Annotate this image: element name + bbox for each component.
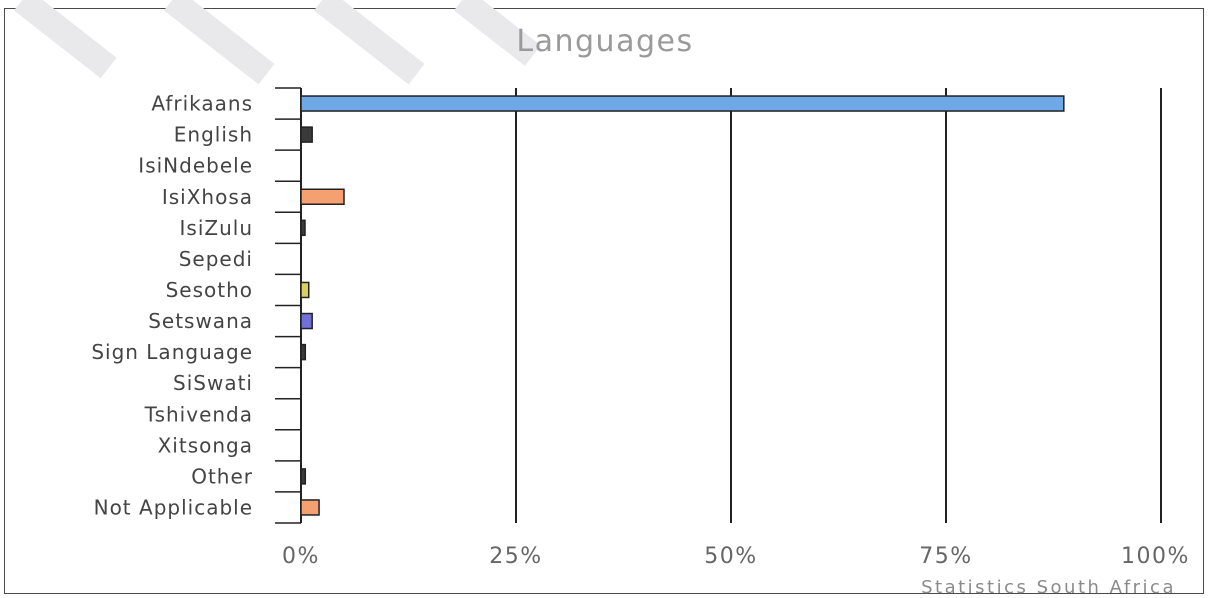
bar	[300, 312, 313, 330]
x-tick-label: 0%	[282, 544, 320, 569]
source-note: Statistics South Africa	[921, 577, 1176, 598]
category-label: Other	[191, 464, 253, 488]
category-label: Xitsonga	[158, 433, 253, 457]
category-label: Not Applicable	[94, 495, 253, 519]
category-label: Tshivenda	[144, 402, 253, 426]
bar	[300, 499, 320, 516]
category-label: Sesotho	[166, 278, 253, 302]
bar	[300, 468, 307, 485]
bar	[300, 281, 310, 299]
bar	[300, 126, 313, 143]
x-tick-label: 25%	[489, 544, 542, 569]
category-label: IsiXhosa	[162, 185, 253, 209]
category-label: SiSwati	[173, 371, 253, 395]
bar	[300, 95, 1065, 112]
x-tick-label: 100%	[1121, 544, 1190, 569]
bar	[300, 343, 307, 361]
category-label: IsiNdebele	[138, 154, 253, 178]
category-label: Setswana	[148, 309, 253, 333]
chart-title: Languages	[516, 24, 694, 59]
bar	[300, 188, 345, 205]
category-label: Afrikaans	[151, 92, 253, 116]
x-tick-label: 50%	[704, 544, 757, 569]
category-label: English	[174, 123, 253, 147]
x-tick-label: 75%	[919, 544, 972, 569]
category-label: Sepedi	[179, 247, 253, 271]
bar	[300, 219, 306, 237]
category-label: IsiZulu	[180, 216, 253, 240]
category-label: Sign Language	[91, 340, 253, 364]
